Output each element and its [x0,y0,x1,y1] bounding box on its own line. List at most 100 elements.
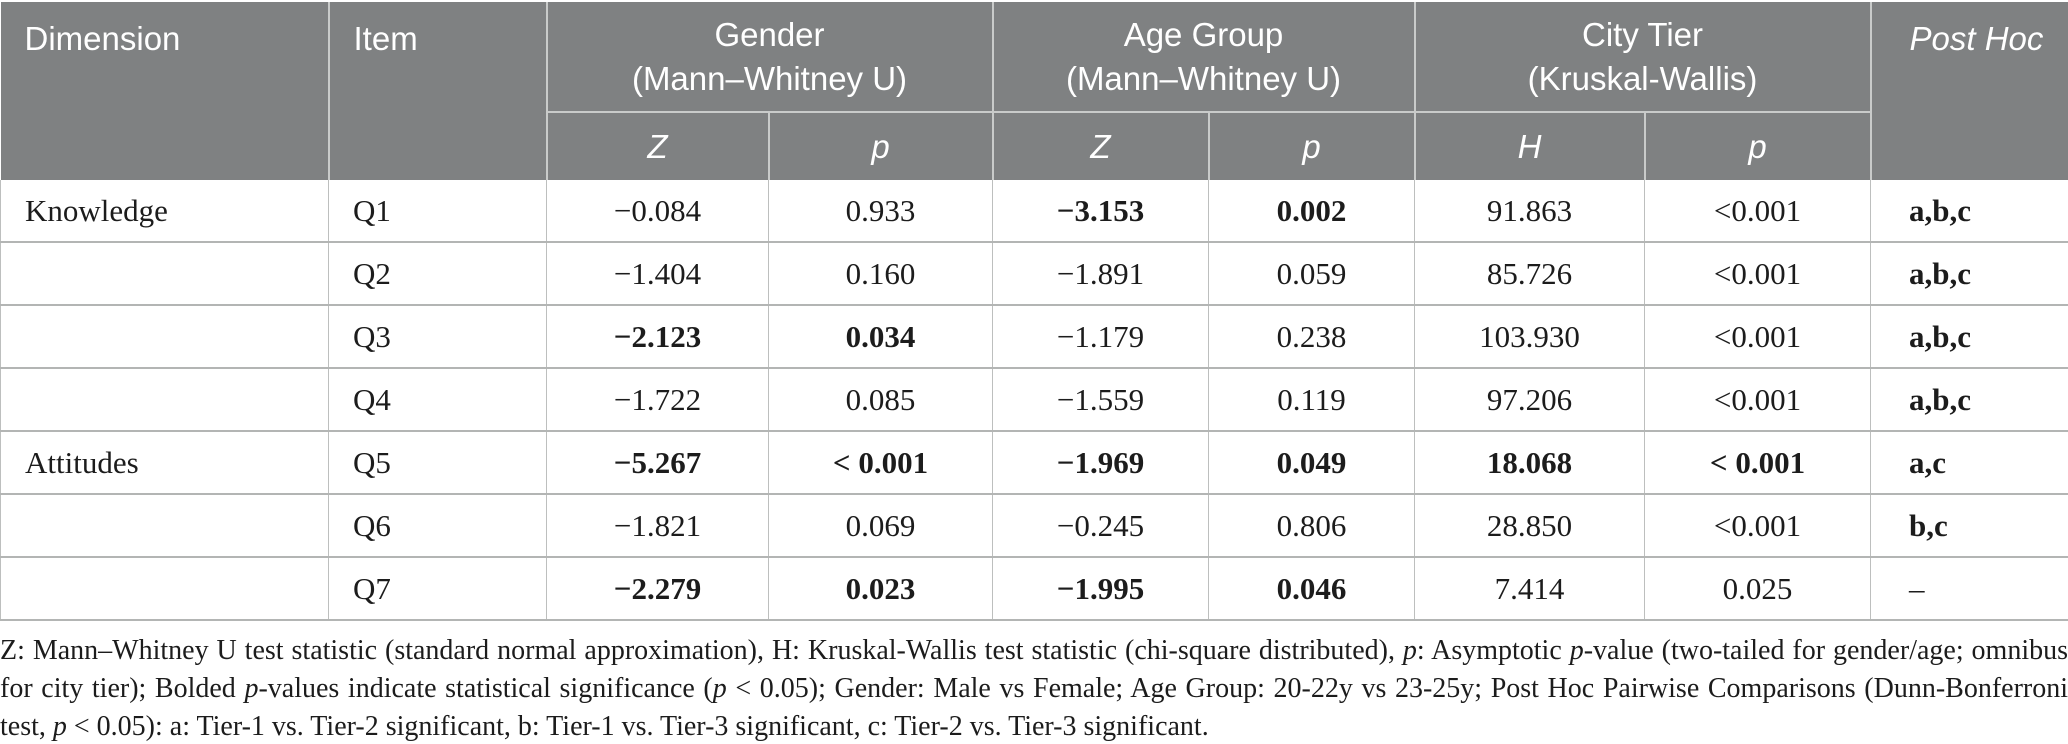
gender-p-cell: 0.933 [768,180,993,243]
header-post-hoc: Post Hoc [1869,2,2068,180]
subheader-gender-z: Z [545,112,769,180]
age-z-cell: −1.969 [992,431,1209,495]
table-header: Dimension Item Gender (Mann–Whitney U) A… [0,2,2068,180]
age-z-cell: −1.995 [992,557,1209,621]
footnote-segment: < 0.05); Gender: Male vs Female; Age Gro… [0,673,2068,742]
header-group-age: Age Group (Mann–Whitney U) [991,2,1415,113]
group-gender-name: Gender [714,15,825,53]
gender-p-cell: < 0.001 [768,431,993,495]
post-hoc-cell: a,c [1870,431,2068,495]
age-p-cell: 0.806 [1208,494,1415,558]
age-z-cell: −1.179 [992,305,1209,369]
item-cell: Q1 [328,180,547,243]
subheader-city-p: p [1643,112,1871,180]
footnote-segment: : Asymptotic [1416,635,1570,666]
gender-z-cell: −0.084 [546,180,769,243]
item-cell: Q6 [328,494,547,558]
gender-p-cell: 0.034 [768,305,993,369]
footnote-segment: p [1569,635,1584,666]
footnote: Z: Mann–Whitney U test statistic (standa… [0,632,2068,744]
city-h-cell: 7.414 [1414,557,1645,621]
item-cell: Q3 [328,305,547,369]
gender-z-cell: −1.722 [546,368,769,432]
table-row-q6: Q6 −1.821 0.069 −0.245 0.806 28.850 <0.0… [0,494,2068,558]
age-p-cell: 0.002 [1208,180,1415,243]
footnote-segment: p [244,673,259,704]
city-p-cell: <0.001 [1644,368,1871,432]
age-z-cell: −0.245 [992,494,1209,558]
post-hoc-cell: a,b,c [1870,242,2068,306]
group-city-name: City Tier [1581,15,1703,53]
dimension-cell [0,494,329,558]
age-z-cell: −1.559 [992,368,1209,432]
gender-z-cell: −1.404 [546,242,769,306]
table-row-q3: Q3 −2.123 0.034 −1.179 0.238 103.930 <0.… [0,305,2068,369]
age-z-cell: −3.153 [992,180,1209,243]
gender-p-cell: 0.023 [768,557,993,621]
city-p-cell: < 0.001 [1644,431,1871,495]
dimension-cell [0,305,329,369]
post-hoc-cell: a,b,c [1870,305,2068,369]
post-hoc-cell: b,c [1870,494,2068,558]
age-z-cell: −1.891 [992,242,1209,306]
table-row-q5: Attitudes Q5 −5.267 < 0.001 −1.969 0.049… [0,431,2068,495]
gender-p-cell: 0.069 [768,494,993,558]
dimension-cell [0,242,329,306]
header-group-row: Dimension Item Gender (Mann–Whitney U) A… [0,2,2068,180]
table-row-q4: Q4 −1.722 0.085 −1.559 0.119 97.206 <0.0… [0,368,2068,432]
footnote-segment: p [52,711,67,742]
gender-z-cell: −1.821 [546,494,769,558]
stats-table: Dimension Item Gender (Mann–Whitney U) A… [0,2,2068,621]
gender-z-cell: −2.279 [546,557,769,621]
dimension-cell [0,557,329,621]
city-h-cell: 91.863 [1414,180,1645,243]
city-p-cell: <0.001 [1644,180,1871,243]
footnote-segment: -values indicate statistical significanc… [258,673,713,704]
city-p-cell: 0.025 [1644,557,1871,621]
table-row-q1: Knowledge Q1 −0.084 0.933 −3.153 0.002 9… [0,180,2068,243]
city-p-cell: <0.001 [1644,494,1871,558]
city-h-cell: 85.726 [1414,242,1645,306]
header-group-gender: Gender (Mann–Whitney U) [545,2,993,113]
footnote-segment: p [1402,635,1417,666]
gender-z-cell: −5.267 [546,431,769,495]
age-p-cell: 0.119 [1208,368,1415,432]
group-age-name: Age Group [1123,15,1284,53]
footnote-segment: p [712,673,727,704]
age-p-cell: 0.049 [1208,431,1415,495]
header-group-city: City Tier (Kruskal-Wallis) [1413,2,1871,113]
city-h-cell: 18.068 [1414,431,1645,495]
gender-p-cell: 0.160 [768,242,993,306]
table-row-q7: Q7 −2.279 0.023 −1.995 0.046 7.414 0.025… [0,557,2068,621]
post-hoc-cell: a,b,c [1870,180,2068,243]
subheader-age-p: p [1207,112,1415,180]
table-body: Knowledge Q1 −0.084 0.933 −3.153 0.002 9… [0,180,2068,621]
footnote-segment: Z: Mann–Whitney U test statistic (standa… [0,635,1403,666]
post-hoc-cell: a,b,c [1870,368,2068,432]
item-cell: Q5 [328,431,547,495]
gender-p-cell: 0.085 [768,368,993,432]
city-h-cell: 103.930 [1414,305,1645,369]
group-city-method: (Kruskal-Wallis) [1527,59,1758,97]
group-age-method: (Mann–Whitney U) [1065,59,1342,97]
city-p-cell: <0.001 [1644,242,1871,306]
header-item: Item [327,2,547,180]
footnote-segment: < 0.05): a: Tier-1 vs. Tier-2 significan… [66,711,1209,742]
subheader-gender-p: p [767,112,993,180]
group-gender-method: (Mann–Whitney U) [631,59,908,97]
header-sub-row: Z p Z p H p [1,112,2068,180]
dimension-cell: Attitudes [0,431,329,495]
city-h-cell: 97.206 [1414,368,1645,432]
post-hoc-cell: – [1870,557,2068,621]
item-cell: Q4 [328,368,547,432]
subheader-age-z: Z [991,112,1209,180]
footnote-segment: -value (two-tailed for gender/age; omnib… [0,635,2068,704]
item-cell: Q2 [328,242,547,306]
dimension-cell [0,368,329,432]
header-dimension: Dimension [0,2,329,180]
age-p-cell: 0.238 [1208,305,1415,369]
age-p-cell: 0.059 [1208,242,1415,306]
age-p-cell: 0.046 [1208,557,1415,621]
city-p-cell: <0.001 [1644,305,1871,369]
